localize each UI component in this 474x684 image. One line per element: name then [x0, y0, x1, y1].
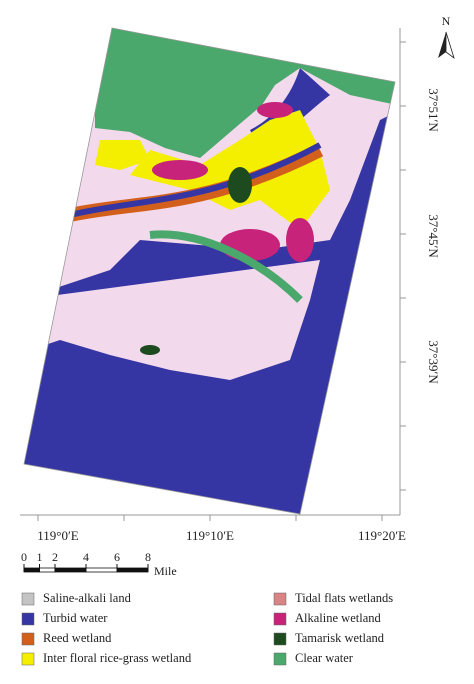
alkaline	[220, 229, 280, 261]
scale-label: 0	[21, 550, 27, 564]
legend-swatch	[273, 632, 287, 646]
legend-swatch	[273, 612, 287, 626]
alkaline	[257, 102, 293, 118]
legend-label: Saline-alkali land	[43, 591, 132, 605]
legend-label: Tidal flats wetlands	[295, 591, 393, 605]
scale-segment	[85, 567, 118, 573]
legend-swatch	[21, 652, 35, 666]
scale-label: 4	[83, 550, 89, 564]
frame-ticks	[37, 41, 406, 521]
legend-label: Tamarisk wetland	[295, 631, 385, 645]
legend-label: Turbid water	[43, 611, 108, 625]
scale-segment	[116, 567, 149, 573]
scale-label: 6	[114, 550, 120, 564]
latitude-label: 37°51′N	[426, 88, 441, 132]
legend-label: Reed wetland	[43, 631, 112, 645]
longitude-label: 119°20′E	[358, 528, 406, 543]
clear-water	[95, 28, 395, 158]
longitude-label: 119°10′E	[186, 528, 234, 543]
alkaline	[286, 218, 314, 262]
alkaline	[152, 160, 208, 180]
clear-water	[149, 230, 303, 303]
tamarisk	[140, 345, 160, 355]
map-outline	[23, 27, 396, 515]
scale-label: 2	[52, 550, 58, 564]
north-arrow: N	[438, 14, 455, 60]
scale-segment	[54, 567, 87, 573]
map-area	[24, 28, 395, 514]
longitude-label: 119°0′E	[37, 528, 79, 543]
river	[69, 142, 322, 218]
legend-label: Clear water	[295, 651, 354, 665]
tamarisk	[228, 167, 252, 203]
legend-swatch	[21, 612, 35, 626]
latitude-label: 37°39′N	[426, 340, 441, 384]
legend-swatch	[273, 652, 287, 666]
latitude-label: 37°45′N	[426, 214, 441, 258]
rice-grass	[95, 140, 150, 170]
legend-label: Alkaline wetland	[295, 611, 381, 625]
scale-unit: Mile	[154, 564, 177, 578]
scale-label: 8	[145, 550, 151, 564]
north-label: N	[442, 14, 451, 28]
legend-swatch	[273, 592, 287, 606]
scale-segment	[39, 567, 56, 573]
scale-segment	[23, 567, 40, 573]
legend-label: Inter floral rice-grass wetland	[43, 651, 192, 665]
scale-label: 1	[37, 550, 43, 564]
rice-grass	[130, 110, 330, 230]
legend-swatch	[21, 632, 35, 646]
legend-swatch	[21, 592, 35, 606]
